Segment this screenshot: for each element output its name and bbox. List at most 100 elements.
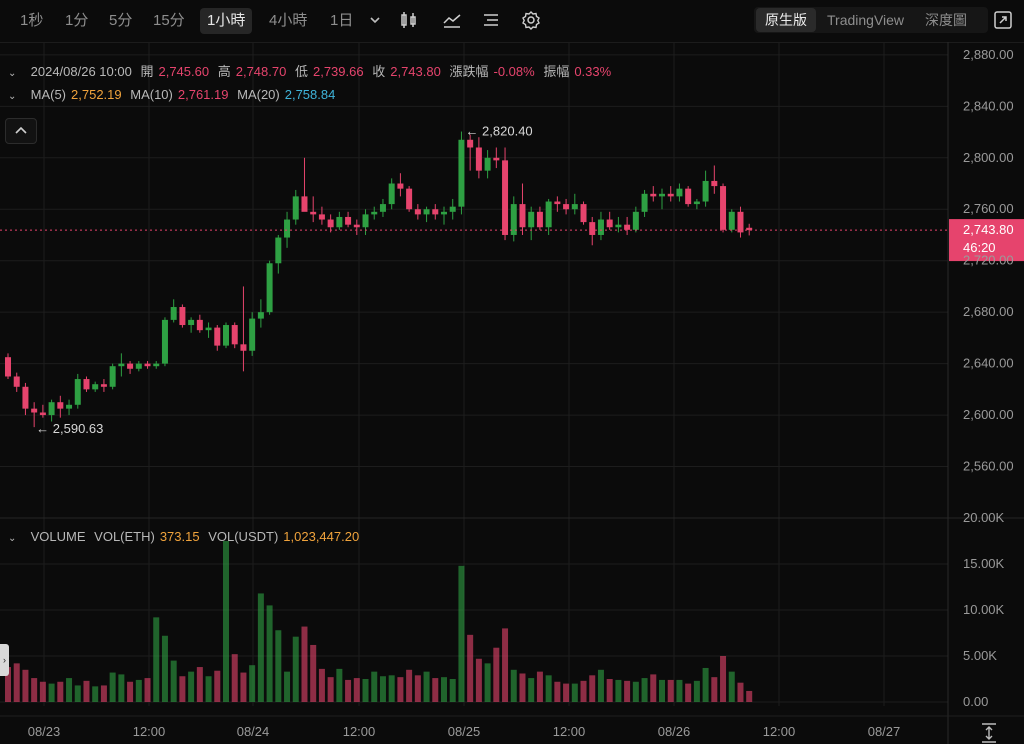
timeframe-5m[interactable]: 5分 xyxy=(109,12,133,29)
volume-bar xyxy=(563,683,570,702)
candle-body xyxy=(170,307,177,320)
volume-bar xyxy=(624,680,631,702)
candle-body xyxy=(746,227,753,231)
price-tick-label: 2,640.00 xyxy=(963,356,1014,371)
volume-bar xyxy=(650,674,657,702)
timeframe-15m[interactable]: 15分 xyxy=(153,12,185,29)
volume-bar xyxy=(475,658,482,702)
price-tick-label: 2,720.00 xyxy=(963,253,1014,268)
candle-body xyxy=(371,211,378,215)
view-depth[interactable]: 深度圖 xyxy=(925,12,967,28)
countdown-label: 46:20 xyxy=(963,240,996,255)
volume-bar xyxy=(310,644,317,702)
chevron-down-icon[interactable]: ⌄ xyxy=(8,91,17,102)
timeframe-4h[interactable]: 4小時 xyxy=(269,12,308,29)
volume-tick-label: 15.00K xyxy=(963,556,1005,571)
indicator-icon[interactable] xyxy=(441,9,463,31)
fullscreen-icon[interactable] xyxy=(992,9,1014,31)
candle-body xyxy=(13,376,20,387)
timeframe-1m[interactable]: 1分 xyxy=(65,12,89,29)
last-price-label: 2,743.80 xyxy=(963,222,1014,237)
ohlc-date: 2024/08/26 10:00 xyxy=(30,64,132,79)
candle-body xyxy=(301,196,308,212)
volume-bar xyxy=(667,679,674,702)
volume-title: VOLUME xyxy=(30,529,86,544)
reset-axis-icon[interactable] xyxy=(982,723,996,743)
volume-bar xyxy=(196,667,203,702)
volume-bar xyxy=(641,678,648,702)
time-tick-label: 12:00 xyxy=(133,724,166,739)
volume-bar xyxy=(693,680,700,702)
vol-eth-label: VOL(ETH) xyxy=(94,529,155,544)
candle-body xyxy=(571,204,578,210)
candle-body xyxy=(31,408,38,413)
drawing-list-icon[interactable] xyxy=(480,9,502,31)
low-value: 2,739.66 xyxy=(312,64,364,79)
candle-body xyxy=(597,219,604,235)
candle-body xyxy=(536,211,543,228)
candle-body xyxy=(292,196,299,220)
volume-bar xyxy=(22,669,29,702)
volume-bar xyxy=(571,683,578,702)
candle-body xyxy=(144,363,151,367)
last-price-tag xyxy=(949,219,1024,262)
timeframe-1h[interactable]: 1小時 xyxy=(200,8,253,34)
candle-body xyxy=(685,188,692,205)
ma5-label: MA(5) xyxy=(30,87,67,102)
candle-body xyxy=(441,211,447,215)
candle-body xyxy=(310,211,317,215)
candle-body xyxy=(510,204,517,235)
side-panel-toggle[interactable]: › xyxy=(0,644,9,676)
candle-body xyxy=(205,327,212,331)
volume-tick-label: 20.00K xyxy=(963,510,1005,525)
chevron-down-icon[interactable]: ⌄ xyxy=(8,68,17,79)
volume-bar xyxy=(13,663,20,702)
candle-body xyxy=(502,160,509,235)
chevron-down-icon[interactable]: ⌄ xyxy=(8,533,17,544)
volume-bar xyxy=(284,671,291,702)
volume-bar xyxy=(676,679,683,702)
volume-bar xyxy=(118,674,125,702)
view-native[interactable]: 原生版 xyxy=(756,8,816,32)
candle-body xyxy=(606,219,613,228)
candle-body xyxy=(702,180,709,202)
candle-body xyxy=(554,201,561,205)
volume-bar xyxy=(144,678,151,702)
candle-body xyxy=(693,201,700,205)
vol-eth-value: 373.15 xyxy=(159,529,200,544)
collapse-legend-button[interactable] xyxy=(5,118,37,144)
volume-bar xyxy=(632,681,639,702)
volume-bar xyxy=(615,679,622,702)
price-tick-label: 2,600.00 xyxy=(963,407,1014,422)
candle-body xyxy=(406,188,413,210)
candlestick-chart[interactable]: ← 2,820.40 ← 2,590.63 2,743.80 46:20 2,560.0… xyxy=(0,42,1024,744)
candle-body xyxy=(449,206,456,212)
candle-body xyxy=(92,384,99,390)
volume-bar xyxy=(536,671,543,702)
candle-body xyxy=(345,216,352,225)
close-label: 收 xyxy=(372,64,386,79)
time-tick-label: 12:00 xyxy=(343,724,376,739)
volume-bar xyxy=(589,675,596,702)
timeframe-1s[interactable]: 1秒 xyxy=(20,12,44,29)
volume-bar xyxy=(606,679,613,702)
volume-bar xyxy=(39,681,46,702)
chevron-down-icon[interactable] xyxy=(364,9,386,31)
volume-bar xyxy=(737,682,744,702)
ma5-value: 2,752.19 xyxy=(71,87,122,102)
ohlc-legend: ⌄ 2024/08/26 10:00 開 2,745.60 高 2,748.70 低… xyxy=(8,61,616,80)
volume-bar xyxy=(275,630,282,702)
volume-bar xyxy=(109,672,116,702)
volume-bar xyxy=(502,628,509,702)
candle-body xyxy=(632,211,639,230)
volume-bar xyxy=(301,626,308,702)
timeframe-1d[interactable]: 1日 xyxy=(330,12,354,29)
volume-bar xyxy=(371,671,378,702)
view-tradingview[interactable]: TradingView xyxy=(827,12,905,28)
settings-icon[interactable] xyxy=(520,9,542,31)
volume-bar xyxy=(467,634,474,702)
volume-tick-label: 5.00K xyxy=(963,648,997,663)
candle-type-icon[interactable] xyxy=(398,9,420,31)
price-tick-label: 2,760.00 xyxy=(963,201,1014,216)
volume-bar xyxy=(135,679,142,702)
